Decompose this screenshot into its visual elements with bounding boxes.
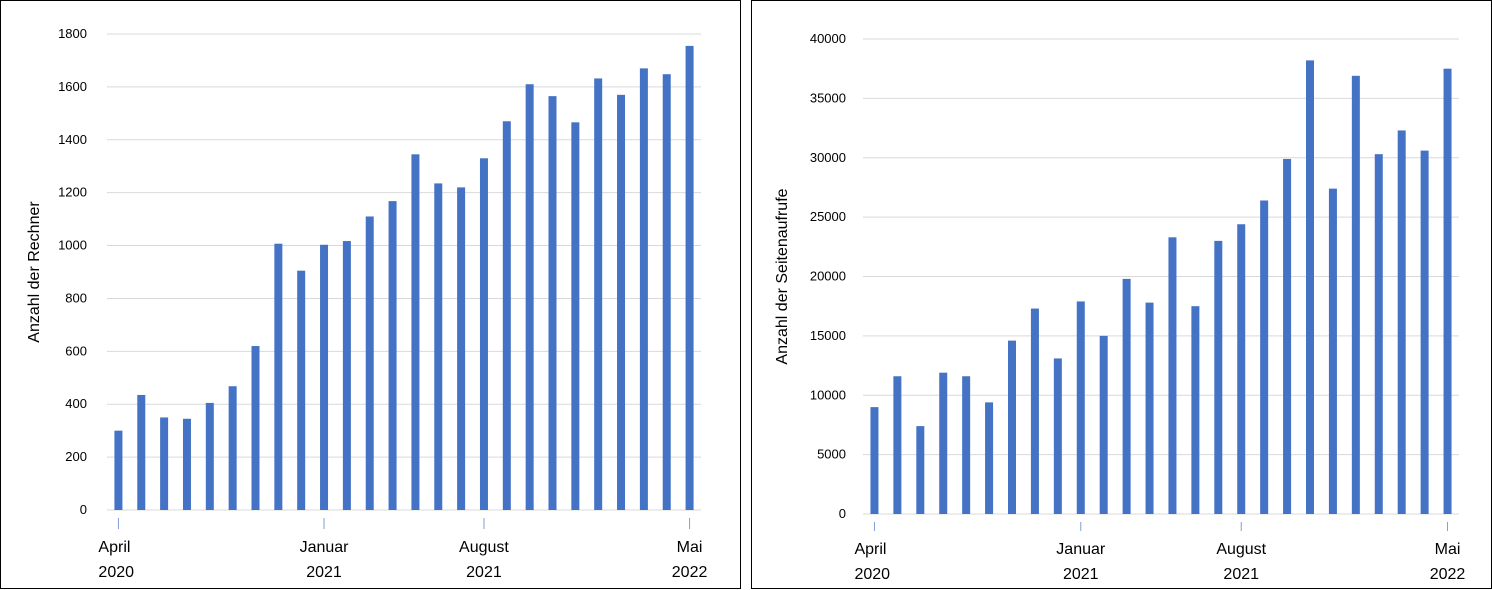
bar [1306, 60, 1314, 514]
bar [893, 376, 902, 514]
bar [639, 68, 648, 510]
bar [1008, 340, 1016, 514]
y-tick-label: 200 [65, 449, 87, 464]
bar [502, 121, 511, 511]
bar [182, 418, 191, 510]
y-tick-label: 5000 [817, 447, 846, 462]
bar [1260, 200, 1269, 514]
bar [251, 346, 260, 510]
x-tick-month-label: April [98, 539, 130, 556]
bar [916, 426, 925, 514]
bar [1374, 154, 1383, 514]
x-tick-month-label: August [1216, 541, 1266, 558]
bar [114, 430, 123, 510]
bar [1443, 68, 1452, 514]
x-tick-year-label: 2021 [306, 564, 342, 581]
bar [939, 372, 948, 514]
y-tick-label: 1400 [58, 132, 87, 147]
bar [388, 201, 397, 510]
y-tick-label: 35000 [810, 90, 846, 105]
bar [457, 187, 466, 510]
bar [662, 74, 671, 510]
bar [1099, 335, 1108, 514]
bar [1397, 130, 1406, 514]
bar-chart-rechner: 0 200 400 600 800 1000 1200 1400 1600 1800 April 20… [26, 26, 708, 581]
bar [1145, 302, 1154, 514]
y-tick-label: 1200 [58, 185, 87, 200]
bar [685, 45, 694, 511]
bar [594, 78, 603, 510]
x-tick-month-label: Januar [1056, 541, 1106, 558]
bar [1283, 158, 1292, 514]
bar [1122, 278, 1131, 514]
y-tick-label: 20000 [810, 269, 846, 284]
bar [434, 183, 443, 510]
bar [1053, 358, 1062, 514]
x-tick-year-label: 2020 [854, 566, 890, 583]
bar [1076, 301, 1085, 514]
y-tick-label: 15000 [810, 328, 846, 343]
bar [320, 244, 329, 511]
x-tick-year-label: 2022 [672, 564, 708, 581]
bar [548, 96, 557, 511]
x-tick-year-label: 2021 [466, 564, 502, 581]
bar [1420, 150, 1429, 514]
x-tick-month-label: Januar [300, 539, 350, 556]
x-tick-year-label: 2021 [1223, 566, 1259, 583]
bar [870, 407, 879, 514]
bar [160, 417, 169, 510]
bar [985, 402, 994, 514]
bar [137, 394, 146, 510]
bar [617, 94, 626, 511]
bar [962, 376, 971, 514]
x-tick-month-label: April [854, 541, 886, 558]
chart-panel-rechner: 0 200 400 600 800 1000 1200 1400 1600 1800 April 20… [0, 0, 741, 589]
bar [411, 154, 420, 511]
x-tick-year-label: 2020 [98, 564, 134, 581]
bar [1351, 75, 1360, 514]
y-tick-label: 800 [65, 290, 87, 305]
y-tick-label: 0 [839, 506, 846, 521]
x-tick-month-label: Mai [1435, 541, 1461, 558]
y-axis-label: Anzahl der Seitenaufrufe [774, 188, 791, 364]
bar [228, 386, 237, 510]
bar [1237, 224, 1246, 514]
x-tick-year-label: 2021 [1063, 566, 1099, 583]
bar [571, 122, 580, 510]
bar [274, 243, 283, 510]
y-tick-label: 400 [65, 396, 87, 411]
bar [1168, 237, 1177, 514]
chart-panel-seitenaufrufe: 0 5000 10000 15000 20000 25000 30000 35000 40000… [751, 0, 1492, 589]
x-tick-month-label: August [459, 539, 509, 556]
y-tick-label: 0 [80, 502, 87, 517]
y-tick-label: 1600 [58, 79, 87, 94]
bar [297, 270, 306, 510]
y-tick-label: 1000 [58, 238, 87, 253]
bar [1328, 188, 1337, 514]
y-tick-label: 1800 [58, 26, 87, 41]
y-tick-label: 30000 [810, 150, 846, 165]
bar [1030, 308, 1039, 514]
bar [525, 84, 534, 510]
y-axis-label: Anzahl der Rechner [26, 201, 43, 343]
y-tick-label: 40000 [810, 31, 846, 46]
y-tick-label: 10000 [810, 387, 846, 402]
bar-chart-seitenaufrufe: 0 5000 10000 15000 20000 25000 30000 35000 40000… [774, 31, 1466, 583]
x-tick-month-label: Mai [677, 539, 703, 556]
bar [205, 402, 214, 510]
x-tick-year-label: 2022 [1430, 566, 1466, 583]
bar [1214, 240, 1223, 514]
bar [342, 241, 351, 510]
y-tick-label: 25000 [810, 209, 846, 224]
y-tick-label: 600 [65, 343, 87, 358]
bar [1191, 306, 1200, 514]
bar [365, 216, 374, 510]
bar [479, 158, 488, 511]
